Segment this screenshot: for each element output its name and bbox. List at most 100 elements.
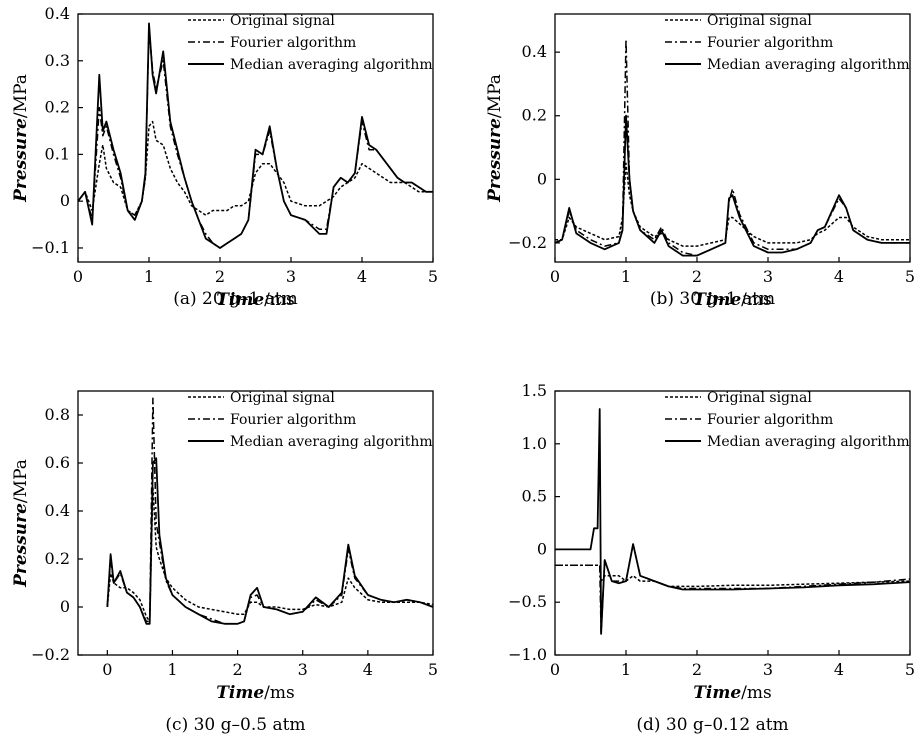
x-tick-label: 5 [905,267,915,286]
panel-caption: (a) 20 g–1 atm [173,289,298,309]
y-axis-label: Pressure/MPa [485,74,505,203]
y-tick-label: 0.2 [522,106,547,125]
y-tick-label: 0 [60,597,70,616]
panel-c: 0 1 2 3 4 5 −0.2 0 0.2 0.4 0.6 0.8 Original signal Fo… [11,390,438,735]
x-axis-label-quantity: Time [216,290,264,310]
y-tick-label: −0.5 [508,592,547,611]
x-tick-label: 4 [363,660,373,679]
y-tick-label: −1.0 [508,645,547,664]
series-solid-line [555,114,910,257]
x-axis-label-unit: /ms [264,290,295,310]
y-axis-label-unit: /MPa [11,459,31,503]
y-tick-label: 0.2 [45,98,70,117]
y-tick-label: 1.0 [522,434,547,453]
y-axis-label: Pressure/MPa [11,459,31,588]
series-dotted-line [106,486,433,623]
x-tick-label: 3 [286,267,296,286]
x-tick-label: 1 [621,660,631,679]
y-tick-label: 0.4 [45,4,70,23]
x-tick-label: 0 [102,660,112,679]
x-tick-label: 5 [428,267,438,286]
x-tick-label: 1 [144,267,154,286]
panel-d: 0 1 2 3 4 5 −1.0 −0.5 0 0.5 1.0 1.5 Original signal F… [508,381,915,735]
series-dashdot-line [78,27,433,249]
panel-caption: (c) 30 g–0.5 atm [165,715,305,735]
x-axis-label-unit: /ms [741,683,772,703]
x-axis-label-quantity: Time [693,683,741,703]
y-axis-label-quantity: Pressure [485,118,505,203]
x-axis-label: Time/ms [216,290,295,310]
x-tick-label: 0 [550,660,560,679]
series-solid-line [78,22,433,249]
legend-label-median: Median averaging algorithm [707,434,910,450]
y-tick-label: 0.4 [522,42,547,61]
x-tick-label: 5 [428,660,438,679]
x-tick-label: 5 [905,660,915,679]
y-tick-label: 0.8 [45,405,70,424]
y-tick-label: 0.2 [45,549,70,568]
y-tick-label: 0 [537,169,547,188]
y-tick-label: 0.5 [522,487,547,506]
x-axis-label-quantity: Time [693,290,741,310]
legend-label-original: Original signal [707,390,812,406]
y-axis-label-quantity: Pressure [11,503,31,588]
panel-caption: (b) 30 g–1 atm [650,289,775,309]
y-tick-label: 0.1 [45,144,70,163]
plot-frame [77,13,434,263]
x-tick-label: 3 [763,267,773,286]
legend-label-original: Original signal [230,13,335,29]
legend-label-original: Original signal [230,390,335,406]
x-tick-label: 4 [834,660,844,679]
y-tick-label: −0.1 [31,238,70,257]
y-tick-label: 0.3 [45,51,70,70]
x-tick-label: 0 [550,267,560,286]
x-tick-label: 3 [298,660,308,679]
x-axis-label: Time/ms [216,683,295,703]
legend-label-median: Median averaging algorithm [230,434,433,450]
y-tick-label: 0.4 [45,501,70,520]
panel-a: 0 1 2 3 4 5−0.100.10.20.30.4 Original signalFo… [11,4,438,310]
series-solid-line [555,408,910,635]
x-tick-label: 1 [167,660,177,679]
y-axis-label-quantity: Pressure [11,118,31,203]
y-axis-label-unit: /MPa [485,74,505,118]
y-tick-label: −0.2 [508,233,547,252]
plot-frame [554,390,911,656]
x-axis-label-quantity: Time [216,683,264,703]
x-axis-label-unit: /ms [741,290,772,310]
x-axis-label-unit: /ms [264,683,295,703]
y-tick-label: 0 [60,191,70,210]
x-tick-label: 3 [763,660,773,679]
x-tick-label: 2 [692,660,702,679]
series-dashdot-line [106,397,433,625]
series-solid-line [106,457,433,625]
series-dotted-line [555,162,910,247]
x-axis-label: Time/ms [693,290,772,310]
x-tick-label: 4 [834,267,844,286]
x-tick-label: 4 [357,267,367,286]
y-axis-label: Pressure/MPa [11,74,31,203]
legend-label-median: Median averaging algorithm [707,57,910,73]
y-tick-label: 1.5 [522,381,547,400]
y-axis-label-unit: /MPa [11,74,31,118]
x-tick-label: 2 [692,267,702,286]
legend-label-fourier: Fourier algorithm [230,412,356,428]
x-tick-label: 2 [232,660,242,679]
plot-frame [554,13,911,263]
legend-label-original: Original signal [707,13,812,29]
x-tick-label: 2 [215,267,225,286]
x-tick-label: 1 [621,267,631,286]
legend-label-median: Median averaging algorithm [230,57,433,73]
x-axis-label: Time/ms [693,683,772,703]
legend-label-fourier: Fourier algorithm [707,412,833,428]
legend-label-fourier: Fourier algorithm [230,35,356,51]
y-tick-label: −0.2 [31,645,70,664]
panel-caption: (d) 30 g–0.12 atm [636,715,788,735]
plot-frame [77,390,434,656]
legend-label-fourier: Fourier algorithm [707,35,833,51]
series-dotted-line [78,120,433,216]
x-tick-label: 0 [73,267,83,286]
y-tick-label: 0 [537,539,547,558]
